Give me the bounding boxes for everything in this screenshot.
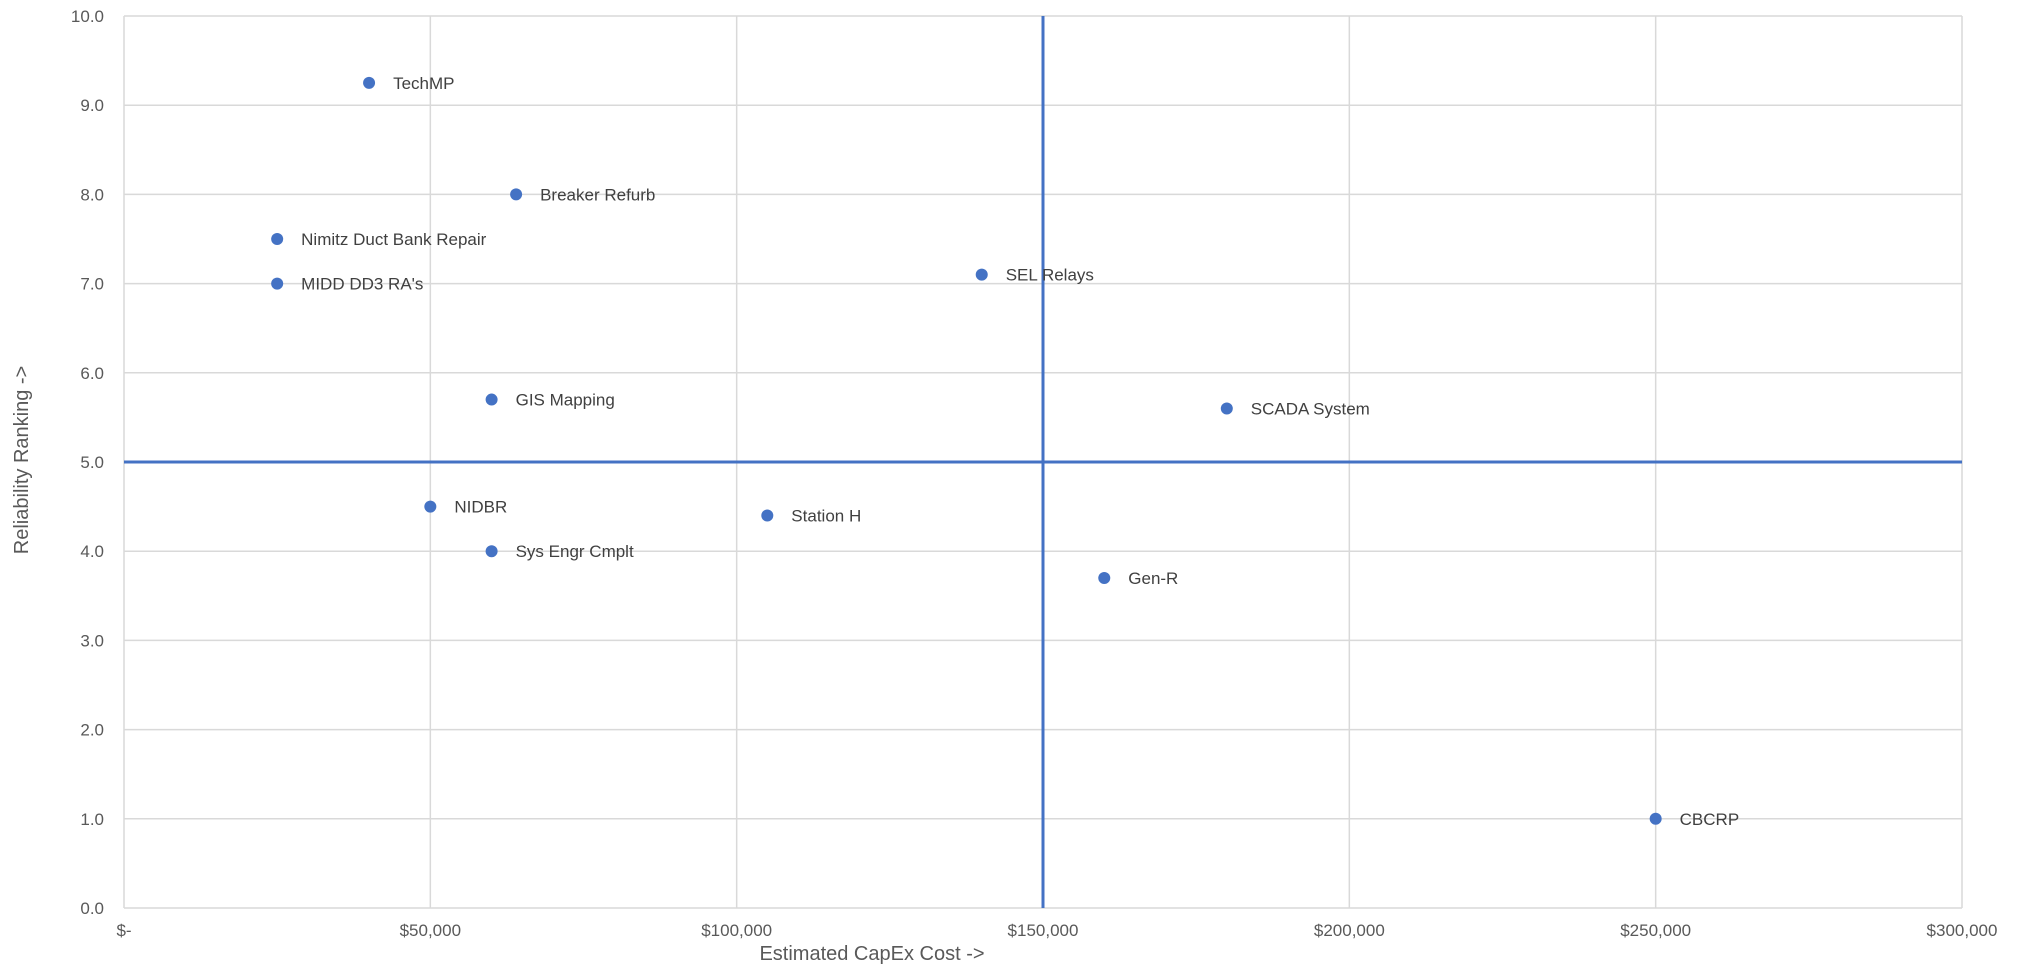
data-point-label-8: Station H — [791, 507, 861, 526]
y-tick-label-4: 4.0 — [80, 542, 104, 561]
y-tick-label-3: 3.0 — [80, 631, 104, 650]
y-tick-label-1: 1.0 — [80, 810, 104, 829]
data-point-label-3: MIDD DD3 RA's — [301, 275, 423, 294]
data-point-2 — [271, 233, 284, 245]
y-tick-label-7: 7.0 — [80, 275, 104, 294]
x-tick-label-2: $100,000 — [701, 921, 772, 940]
x-tick-label-3: $150,000 — [1008, 921, 1079, 940]
data-point-label-0: TechMP — [393, 74, 454, 93]
data-point-4 — [975, 268, 988, 281]
data-point-label-10: Gen-R — [1128, 569, 1178, 588]
y-axis-title: Reliability Ranking -> — [11, 366, 33, 554]
x-tick-label-5: $250,000 — [1620, 921, 1691, 940]
data-point-11 — [1649, 812, 1662, 825]
y-tick-label-9: 9.0 — [80, 96, 104, 115]
data-point-label-9: Sys Engr Cmplt — [516, 542, 634, 561]
data-point-3 — [271, 277, 284, 290]
data-point-6 — [1220, 402, 1233, 415]
data-point-label-4: SEL Relays — [1006, 266, 1094, 285]
y-tick-label-5: 5.0 — [80, 453, 104, 472]
x-tick-label-6: $300,000 — [1927, 921, 1998, 940]
data-point-9 — [485, 545, 498, 558]
x-tick-label-0: $- — [116, 921, 131, 940]
y-tick-label-2: 2.0 — [80, 721, 104, 740]
quadrant-lines — [124, 16, 1962, 908]
x-tick-label-4: $200,000 — [1314, 921, 1385, 940]
data-point-8 — [761, 509, 774, 522]
y-tick-label-0: 0.0 — [80, 899, 104, 918]
data-points: TechMP Breaker Refurb Nimitz Duct Bank Rep… — [271, 74, 1739, 829]
data-point-1 — [510, 188, 523, 201]
data-point-label-11: CBCRP — [1680, 810, 1740, 829]
data-point-label-6: SCADA System — [1251, 399, 1370, 418]
data-point-label-7: NIDBR — [454, 498, 507, 517]
data-point-7 — [424, 500, 437, 513]
y-tick-label-10: 10.0 — [71, 7, 104, 26]
data-point-label-2: Nimitz Duct Bank Repair — [301, 230, 487, 249]
y-tick-label-8: 8.0 — [80, 185, 104, 204]
x-axis-title: Estimated CapEx Cost -> — [759, 943, 984, 965]
tick-labels: 0.0 1.0 2.0 3.0 4.0 5.0 6.0 7.0 8.0 9.0 10.0 $- $50,… — [71, 7, 1998, 940]
data-point-label-5: GIS Mapping — [516, 391, 615, 410]
data-point-label-1: Breaker Refurb — [540, 185, 655, 204]
y-tick-label-6: 6.0 — [80, 364, 104, 383]
data-point-10 — [1098, 571, 1111, 584]
x-tick-label-1: $50,000 — [400, 921, 461, 940]
data-point-0 — [363, 76, 376, 89]
data-point-5 — [485, 393, 498, 406]
